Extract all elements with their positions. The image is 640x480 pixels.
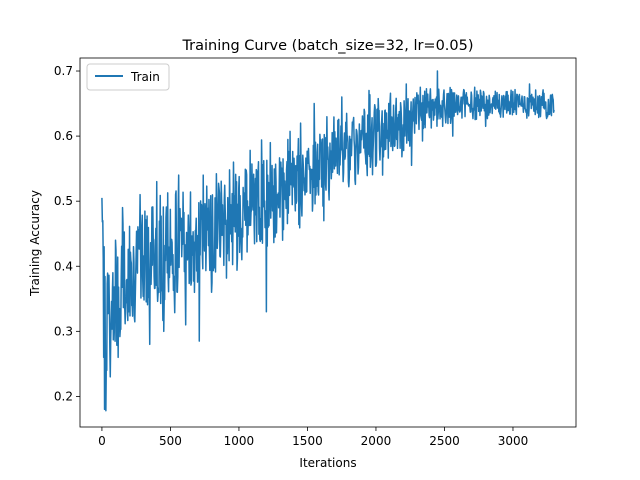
series-layer [101, 70, 555, 412]
y-tick-label: 0.4 [54, 259, 73, 273]
x-tick-label: 1500 [292, 434, 323, 448]
y-tick-label: 0.2 [54, 389, 73, 403]
x-tick-label: 2000 [361, 434, 392, 448]
axes-frame [79, 57, 577, 428]
x-tick-label: 1000 [224, 434, 255, 448]
legend-box [86, 63, 170, 91]
legend: Train [86, 63, 170, 91]
y-tick-label: 0.5 [54, 194, 73, 208]
y-axis-ticks: 0.2 0.3 0.4 0.5 0.6 0.7 [54, 64, 80, 403]
series-line-train [101, 70, 555, 412]
legend-label-train: Train [130, 70, 160, 84]
y-tick-label: 0.7 [54, 64, 73, 78]
x-axis-ticks: 0 500 1000 1500 2000 2500 3000 [98, 427, 528, 448]
x-tick-label: 500 [159, 434, 182, 448]
x-tick-label: 0 [98, 434, 106, 448]
x-tick-label: 2500 [429, 434, 460, 448]
plot-area [79, 57, 577, 428]
y-tick-label: 0.6 [54, 129, 73, 143]
x-tick-label: 3000 [498, 434, 529, 448]
chart-title: Training Curve (batch_size=32, lr=0.05) [181, 38, 473, 54]
y-tick-label: 0.3 [54, 324, 73, 338]
x-axis-label: Iterations [299, 456, 356, 470]
y-axis-label: Training Accuracy [28, 190, 42, 297]
